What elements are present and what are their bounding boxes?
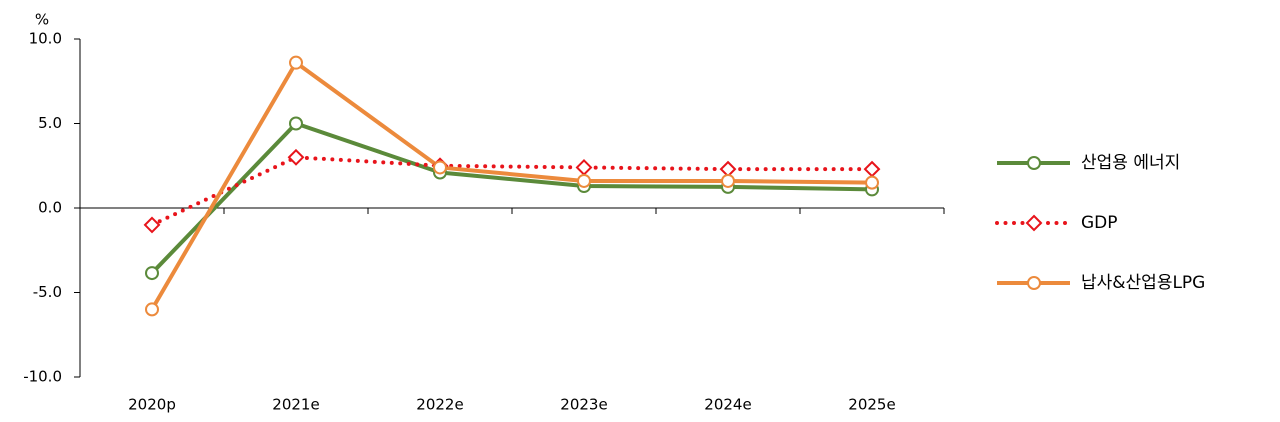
series-line [150, 60, 873, 311]
x-tick-label: 2020p [128, 396, 176, 414]
legend-text: 산업용 에너지 [1081, 153, 1180, 173]
legend-text: 납사&산업용LPG [1081, 273, 1205, 293]
point [575, 159, 593, 176]
legend-marker [1025, 214, 1043, 232]
point [143, 216, 161, 234]
legend-text: GDP [1081, 213, 1118, 233]
point [433, 160, 447, 175]
y-tick-label: 0.0 [38, 199, 62, 217]
y-tick-label: 10.0 [29, 30, 62, 48]
point [145, 266, 159, 281]
x-tick-label: 2023e [560, 396, 607, 414]
point [289, 55, 303, 70]
point [287, 148, 305, 166]
series-line [150, 155, 874, 227]
y-tick-label: -10.0 [23, 368, 62, 386]
point [577, 173, 591, 188]
point [721, 173, 735, 188]
y-tick-label: 5.0 [38, 114, 62, 132]
x-tick-label: 2025e [848, 396, 895, 414]
series-line [150, 121, 873, 275]
point [145, 302, 159, 317]
y-unit: % [35, 11, 49, 29]
point [865, 175, 879, 190]
x-tick-label: 2022e [416, 396, 463, 414]
x-tick-label: 2021e [272, 396, 319, 414]
point [289, 116, 303, 131]
y-tick-label: -5.0 [33, 283, 62, 301]
legend-marker [1027, 276, 1041, 290]
legend-marker [1027, 156, 1041, 170]
x-tick-label: 2024e [704, 396, 751, 414]
point [863, 160, 881, 178]
